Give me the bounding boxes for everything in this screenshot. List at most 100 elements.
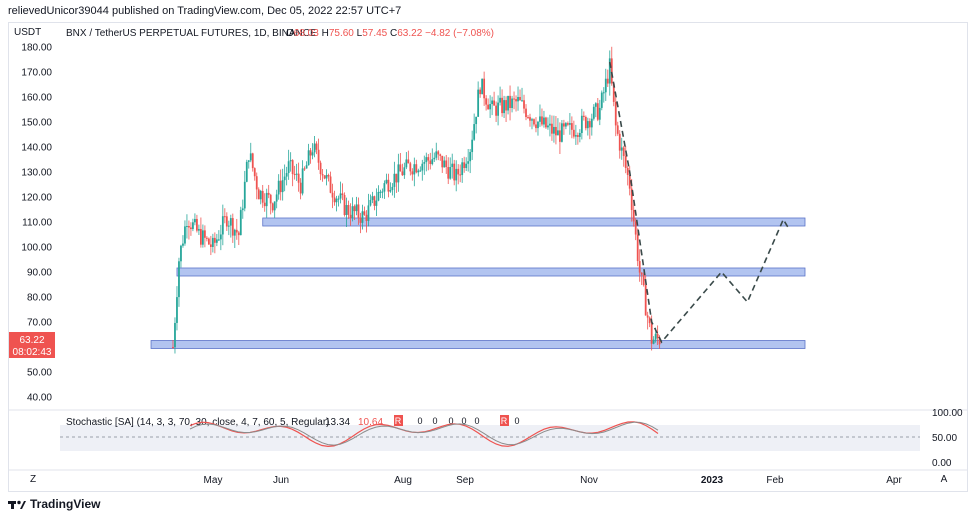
time-label-0: May <box>204 475 223 486</box>
candle-body-126 <box>423 162 426 164</box>
candle-body-23 <box>217 239 220 241</box>
candle-body-80 <box>331 192 334 198</box>
last-price: 63.22 <box>19 335 44 346</box>
stoch-marker-bg-6 <box>500 415 509 426</box>
candle-body-205 <box>580 115 583 134</box>
candle-body-168 <box>507 95 509 111</box>
candle-body-63 <box>297 173 300 183</box>
price-tick-label-5: 130.00 <box>21 168 52 179</box>
candle-body-172 <box>515 99 517 102</box>
candle-body-76 <box>323 175 326 179</box>
candle-body-66 <box>303 168 306 170</box>
candle-body-196 <box>563 123 565 127</box>
candle-body-17 <box>205 237 208 239</box>
price-tick-label-8: 100.00 <box>21 243 52 254</box>
candle-body-73 <box>317 149 320 163</box>
candle-body-113 <box>397 164 400 183</box>
price-tick-label-6: 120.00 <box>21 193 52 204</box>
candle-body-173 <box>517 96 519 102</box>
time-label-3: Sep <box>456 475 474 486</box>
candle-body-142 <box>455 168 458 181</box>
candle-body-123 <box>417 170 420 173</box>
candle-body-95 <box>361 211 364 223</box>
candle-body-140 <box>451 163 454 167</box>
candle-body-56 <box>283 176 286 181</box>
candle-body-21 <box>213 237 216 243</box>
candle-body-41 <box>253 168 256 177</box>
auto-scale-button-right[interactable]: A <box>941 474 948 485</box>
candle-body-3 <box>178 261 180 298</box>
candle-body-115 <box>401 171 404 176</box>
candle-body-198 <box>566 123 569 125</box>
candle-body-18 <box>207 238 210 245</box>
candle-body-229 <box>628 174 631 189</box>
legend-symbol: BNX / TetherUS PERPETUAL FUTURES, 1D, BI… <box>66 28 317 39</box>
candle-body-5 <box>182 243 184 246</box>
candle-body-46 <box>263 202 266 207</box>
candle-body-31 <box>233 229 236 236</box>
footer: TradingView <box>8 497 100 511</box>
candle-body-70 <box>311 152 314 156</box>
price-axis[interactable]: 180.00 170.00 160.00 150.00 140.00 130.00 120.… <box>21 43 52 404</box>
candle-body-119 <box>409 163 412 172</box>
candle-body-241 <box>652 339 655 344</box>
candle-body-169 <box>509 95 511 109</box>
candle-body-208 <box>586 121 589 129</box>
candle-body-84 <box>339 193 342 199</box>
candle-body-183 <box>537 121 539 129</box>
candle-body-200 <box>570 123 573 130</box>
candle-body-146 <box>463 162 466 169</box>
candle-body-155 <box>481 78 484 95</box>
candle-body-43 <box>257 189 260 200</box>
candle-body-32 <box>235 229 238 233</box>
candle-body-138 <box>447 167 450 179</box>
candle-body-94 <box>359 217 362 223</box>
candle-body-238 <box>646 315 649 318</box>
candle-body-192 <box>555 126 557 136</box>
stoch-axis-0: 0.00 <box>932 458 952 469</box>
candle-body-122 <box>415 164 418 173</box>
projection-path[interactable] <box>609 61 790 344</box>
stoch-marker-3: 0 <box>448 416 453 426</box>
candle-body-13 <box>198 229 200 231</box>
candle-body-160 <box>491 100 494 105</box>
candle-body-147 <box>465 163 468 169</box>
candle-body-149 <box>469 152 472 162</box>
candle-body-44 <box>259 190 262 200</box>
candle-body-193 <box>557 130 559 136</box>
support-zones[interactable] <box>150 217 806 349</box>
candle-body-203 <box>576 135 579 137</box>
candle-body-174 <box>519 96 521 101</box>
candle-body-188 <box>547 125 549 128</box>
candle-body-195 <box>561 123 563 142</box>
candle-body-231 <box>632 210 635 222</box>
candle-body-202 <box>574 135 577 137</box>
candle-body-243 <box>656 333 659 339</box>
auto-scale-button-left[interactable]: Z <box>30 474 36 485</box>
candle-body-68 <box>307 150 310 166</box>
candle-body-120 <box>411 171 414 175</box>
candle-body-167 <box>505 100 507 111</box>
candle-body-125 <box>421 163 424 171</box>
candle-body-190 <box>551 123 553 134</box>
candle-body-12 <box>196 218 198 231</box>
candle-body-77 <box>325 174 328 179</box>
candle-body-164 <box>499 97 501 103</box>
candle-body-55 <box>281 180 284 193</box>
candle-body-137 <box>445 160 448 168</box>
candle-body-220 <box>610 58 613 84</box>
footer-brand[interactable]: TradingView <box>30 497 101 511</box>
price-tick-label-1: 170.00 <box>21 68 52 79</box>
candle-body-134 <box>439 154 442 156</box>
time-label-5: 2023 <box>701 475 724 486</box>
candle-body-218 <box>606 78 609 84</box>
candle-body-102 <box>375 200 378 206</box>
candle-body-130 <box>431 159 434 165</box>
candle-body-78 <box>327 174 330 177</box>
candle-body-109 <box>389 190 392 192</box>
time-axis[interactable]: May Jun Aug Sep Nov 2023 Feb Apr <box>204 475 903 486</box>
candle-body-234 <box>638 261 641 273</box>
candle-body-139 <box>449 166 452 179</box>
candle-body-158 <box>487 104 490 110</box>
